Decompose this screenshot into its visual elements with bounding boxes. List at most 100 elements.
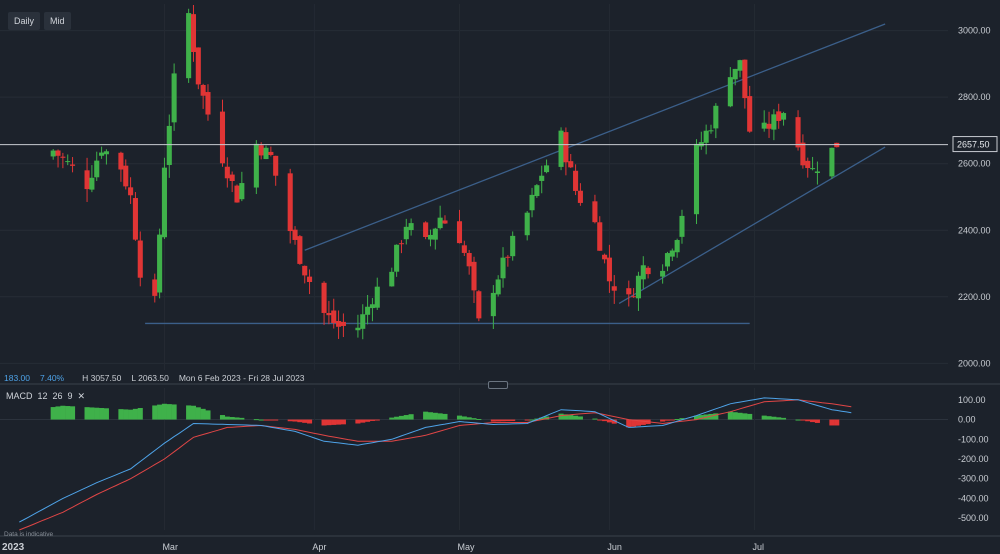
candle xyxy=(403,218,409,245)
macd-histogram-bar xyxy=(229,417,235,420)
interval-button[interactable]: Daily xyxy=(8,12,41,30)
candle xyxy=(626,280,632,307)
change-value: 183.00 xyxy=(4,373,30,383)
candle xyxy=(268,146,274,157)
candle-body xyxy=(577,190,583,203)
change-percent: 7.40% xyxy=(40,373,65,383)
price-type-button[interactable]: Mid xyxy=(44,12,71,30)
macd-histogram-bar xyxy=(128,409,134,420)
candle xyxy=(65,154,71,166)
macd-histogram-bar xyxy=(698,415,704,420)
candle-body xyxy=(253,143,259,188)
candle-body xyxy=(389,271,395,287)
candle-body xyxy=(340,321,346,326)
candle-body xyxy=(224,166,230,179)
candle xyxy=(490,285,496,329)
candle-body xyxy=(229,174,235,182)
macd-histogram-bar xyxy=(219,415,226,420)
candle xyxy=(534,184,540,198)
candle-body xyxy=(776,111,782,121)
macd-histogram-bar xyxy=(171,404,177,420)
signal-line xyxy=(19,399,852,531)
candle-body xyxy=(55,150,61,156)
candle-body xyxy=(810,168,816,170)
macd-histogram-bar xyxy=(60,405,66,420)
candle xyxy=(500,247,506,288)
candle xyxy=(771,109,777,141)
candle xyxy=(761,110,767,132)
candle xyxy=(611,275,617,304)
macd-histogram-bar xyxy=(679,418,685,420)
candle xyxy=(466,249,472,275)
candle-body xyxy=(529,194,535,211)
macd-histogram-bar xyxy=(606,419,612,423)
price-stats-bar: 183.00 7.40% H 3057.50 L 2063.50 Mon 6 F… xyxy=(4,373,305,383)
macd-tick-label: -300.00 xyxy=(958,474,989,484)
macd-histogram-bar xyxy=(326,419,332,426)
candle xyxy=(157,228,163,299)
macd-histogram-bar xyxy=(602,419,608,422)
time-axis-label: Jul xyxy=(753,542,765,552)
candle-body xyxy=(171,73,177,123)
macd-histogram-bar xyxy=(84,407,90,420)
candle xyxy=(442,215,448,224)
macd-histogram-bar xyxy=(253,419,259,421)
candle xyxy=(408,218,414,236)
close-icon[interactable]: ✕ xyxy=(77,391,86,401)
macd-histogram-bar xyxy=(568,415,574,420)
candle-body xyxy=(635,275,641,299)
macd-histogram-bar xyxy=(776,417,782,420)
candle xyxy=(234,184,240,203)
pane-resize-handle[interactable] xyxy=(488,381,508,389)
candle-body xyxy=(490,292,496,317)
current-price-box xyxy=(952,136,998,153)
candle xyxy=(128,177,134,204)
candle-body xyxy=(737,60,743,71)
price-tick-label: 2000.00 xyxy=(958,358,991,368)
macd-histogram-bar xyxy=(761,415,767,420)
macd-histogram-bar xyxy=(490,419,496,422)
candle xyxy=(437,205,443,230)
macd-tick-label: -400.00 xyxy=(958,493,989,503)
candle xyxy=(50,149,56,160)
candle xyxy=(747,85,753,133)
candle-body xyxy=(219,111,226,164)
candle xyxy=(645,266,651,279)
candle xyxy=(229,171,235,193)
candle xyxy=(360,304,366,340)
candle-body xyxy=(611,286,617,291)
macd-histogram-bar xyxy=(660,419,666,422)
macd-histogram-bar xyxy=(360,419,366,423)
candle xyxy=(94,151,100,182)
candle xyxy=(321,281,327,325)
candle xyxy=(239,171,245,202)
macd-histogram-bar xyxy=(539,417,545,420)
candle xyxy=(336,310,342,339)
candle-body xyxy=(369,304,375,309)
macd-histogram-bar xyxy=(195,407,201,420)
macd-histogram-bar xyxy=(432,412,438,420)
candle xyxy=(200,83,206,109)
candle-body xyxy=(814,171,820,174)
macd-histogram-bar xyxy=(476,418,482,420)
macd-histogram-bar xyxy=(814,419,820,423)
macd-histogram-bar xyxy=(558,413,564,420)
macd-histogram-bar xyxy=(50,407,56,420)
candle-body xyxy=(331,310,337,324)
macd-histogram-bar xyxy=(157,404,163,420)
macd-histogram-bar xyxy=(708,413,714,420)
candle-body xyxy=(161,167,167,238)
candle xyxy=(529,187,535,218)
candle-body xyxy=(234,185,240,203)
candle xyxy=(781,111,787,126)
macd-histogram-bar xyxy=(268,419,274,421)
candle xyxy=(132,192,138,241)
macd-histogram-bar xyxy=(510,419,516,421)
candle xyxy=(292,226,298,245)
macd-histogram-bar xyxy=(365,419,371,422)
candle xyxy=(660,264,666,284)
candle xyxy=(273,155,279,186)
candle-body xyxy=(800,142,806,166)
trendline-upper_channel xyxy=(304,23,886,251)
